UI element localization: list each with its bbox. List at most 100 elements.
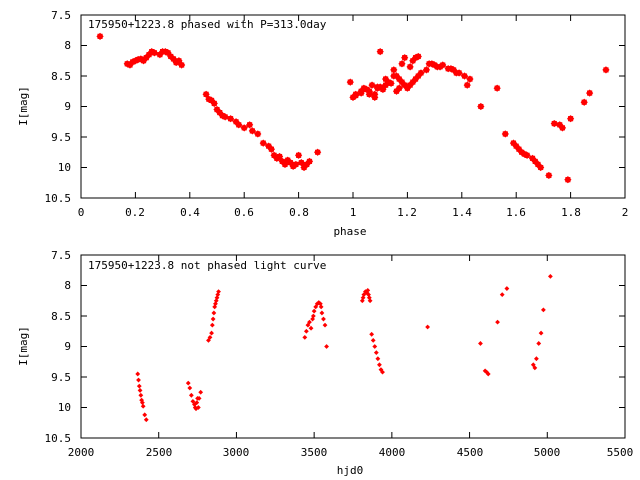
data-point <box>373 350 379 355</box>
data-point <box>367 298 373 304</box>
data-point <box>150 49 159 57</box>
data-point <box>558 124 567 132</box>
data-point <box>523 151 531 159</box>
data-point <box>235 121 243 129</box>
data-point <box>534 356 539 362</box>
data-point <box>371 93 379 101</box>
x-tick-label: 1.6 <box>506 206 526 219</box>
x-tick-label: 0.8 <box>289 206 309 219</box>
data-point <box>398 60 406 68</box>
x-tick-label: 5500 <box>607 446 634 459</box>
y-tick-label: 9 <box>64 340 71 353</box>
data-point <box>373 83 382 91</box>
x-tick-label: 2 <box>622 206 629 219</box>
tick-marks-top <box>80 14 626 199</box>
x-tick-label: 0.4 <box>180 206 200 219</box>
y-tick-label: 10.5 <box>45 192 72 205</box>
data-point <box>352 90 360 98</box>
data-point <box>308 325 314 331</box>
chart-top-phased: 175950+1223.8 phased with P=313.0day 7.5… <box>17 9 628 238</box>
x-tick-label: 4000 <box>379 446 406 459</box>
y-axis-label-bottom: I[mag] <box>17 326 30 366</box>
data-point <box>390 66 398 74</box>
data-point <box>586 89 594 97</box>
data-point <box>210 99 218 108</box>
y-axis-label-top: I[mag] <box>17 86 30 126</box>
data-point <box>248 127 256 135</box>
y-tick-label: 9 <box>64 100 71 113</box>
data-point <box>254 130 262 138</box>
data-point <box>484 369 490 375</box>
data-point <box>136 377 141 383</box>
data-point <box>297 159 305 167</box>
data-point <box>387 79 395 87</box>
data-point <box>431 61 439 69</box>
data-point <box>318 304 324 310</box>
data-point <box>221 113 229 121</box>
y-tick-label: 8.5 <box>51 310 71 323</box>
data-point <box>550 119 558 128</box>
data-point <box>377 362 382 368</box>
chart-bottom-unphased: 175950+1223.8 not phased light curve 7.5… <box>17 249 633 477</box>
y-tick-label: 8.5 <box>51 70 71 83</box>
data-point <box>138 392 144 398</box>
data-point <box>547 273 553 279</box>
x-axis-bottom: 2000 2500 3000 3500 4000 4500 5000 5500 … <box>68 446 634 477</box>
data-point <box>209 322 215 328</box>
data-point <box>478 341 483 346</box>
x-tick-label: 0 <box>78 206 85 219</box>
data-point <box>136 383 142 389</box>
data-point <box>310 313 316 319</box>
data-point <box>365 287 371 293</box>
data-point <box>346 78 354 86</box>
x-tick-label: 3000 <box>223 446 250 459</box>
data-point <box>532 365 538 371</box>
data-point <box>139 397 145 403</box>
data-point <box>369 331 375 337</box>
y-tick-label: 10.5 <box>45 432 72 445</box>
data-point <box>267 145 275 153</box>
y-tick-label: 10 <box>58 401 71 414</box>
y-axis-top: 7.5 8 8.5 9 9.5 10 10.5 I[mag] <box>17 9 71 205</box>
x-tick-label: 1.2 <box>397 206 417 219</box>
y-tick-label: 9.5 <box>51 131 71 144</box>
data-point <box>305 157 314 165</box>
y-tick-label: 9.5 <box>51 371 71 384</box>
data-point <box>240 124 248 132</box>
data-point <box>425 60 433 68</box>
data-point <box>96 32 104 40</box>
data-point <box>188 392 194 398</box>
data-point <box>210 316 216 322</box>
data-point <box>178 61 186 69</box>
data-point <box>143 417 149 423</box>
data-point <box>541 307 546 313</box>
data-point <box>322 322 328 328</box>
data-point <box>319 310 325 316</box>
x-tick-label: 5000 <box>534 446 561 459</box>
data-point <box>307 319 312 325</box>
x-axis-label-bottom: hjd0 <box>337 464 364 477</box>
data-point <box>187 385 193 391</box>
data-point <box>447 65 455 73</box>
data-point <box>580 98 588 106</box>
data-point <box>194 400 200 406</box>
data-point <box>207 334 213 340</box>
data-point <box>602 66 610 74</box>
data-point <box>195 405 201 410</box>
data-point <box>414 52 422 61</box>
y-tick-label: 7.5 <box>51 249 71 262</box>
x-tick-label: 4500 <box>457 446 484 459</box>
x-axis-label-top: phase <box>333 225 366 238</box>
data-point <box>185 380 191 386</box>
chart-title-bottom: 175950+1223.8 not phased light curve <box>88 259 326 272</box>
data-point <box>314 148 322 156</box>
data-point <box>567 115 575 123</box>
data-point <box>452 69 460 77</box>
chart-title-top: 175950+1223.8 phased with P=313.0day <box>88 18 327 31</box>
data-point <box>246 121 254 129</box>
plot-frame-bottom <box>80 254 626 439</box>
data-point <box>216 289 221 294</box>
data-point <box>395 84 403 92</box>
data-point <box>357 87 365 95</box>
data-point <box>485 371 491 377</box>
